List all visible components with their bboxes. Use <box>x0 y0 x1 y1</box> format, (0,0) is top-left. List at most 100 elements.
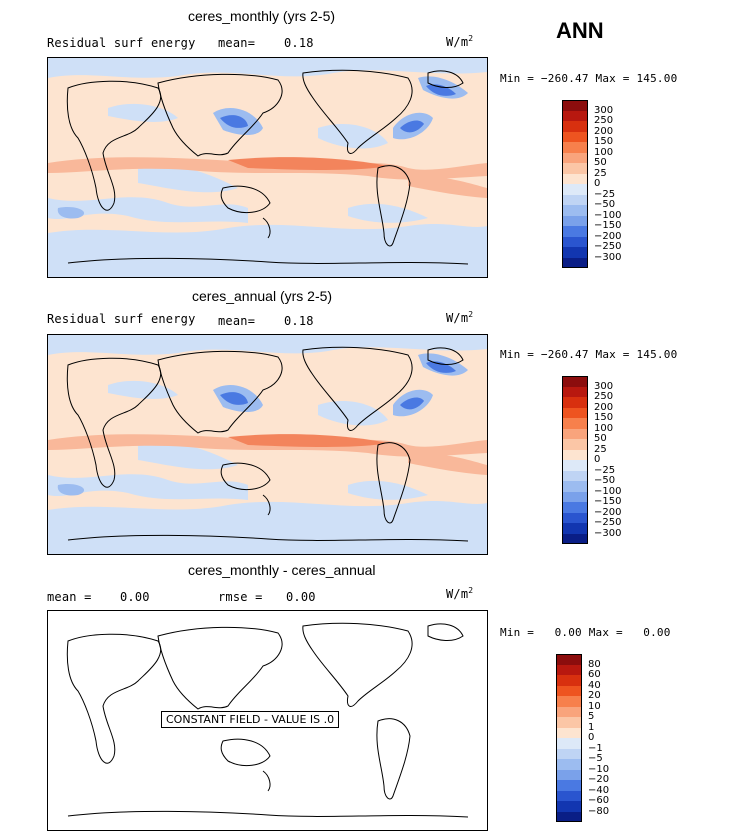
colorbar-swatch <box>562 376 588 387</box>
panel1-minmax: Min = −260.47 Max = 145.00 <box>500 72 678 85</box>
colorbar-tick-label: 0 <box>588 732 595 743</box>
panel3-map: CONSTANT FIELD - VALUE IS .0 <box>47 610 488 831</box>
colorbar-tick-label: −250 <box>594 517 622 528</box>
panel2-mean-value: 0.18 <box>284 314 314 328</box>
colorbar-tick-label: −200 <box>594 230 622 242</box>
colorbar-swatch <box>556 801 582 812</box>
panel3-units: W/m2 <box>446 586 474 601</box>
colorbar-swatch <box>562 386 588 397</box>
panel3-rmse-value: 0.00 <box>286 590 316 604</box>
colorbar-tick-label: 100 <box>594 422 614 434</box>
colorbar-swatch <box>562 173 588 184</box>
colorbar-swatch <box>562 257 588 268</box>
colorbar-swatch <box>562 226 588 237</box>
colorbar-swatch <box>562 236 588 247</box>
colorbar-swatch <box>562 163 588 174</box>
colorbar-tick-label: −250 <box>594 241 622 252</box>
colorbar-swatch <box>556 654 582 665</box>
colorbar-swatch <box>556 811 582 822</box>
colorbar-swatch <box>556 769 582 780</box>
colorbar-swatch <box>562 247 588 258</box>
colorbar-swatch <box>556 780 582 791</box>
panel1-colorbar: 300 250 200 150 100 50 25 0 −25 −50 −100 −150 −200 −2… <box>562 100 662 272</box>
colorbar-swatch <box>556 664 582 675</box>
colorbar-tick-label: −25 <box>594 464 616 476</box>
colorbar-tick-label: −80 <box>588 805 610 817</box>
panel3-title: ceres_monthly - ceres_annual <box>188 562 376 578</box>
colorbar-tick-label: 250 <box>594 391 614 402</box>
colorbar-tick-label: 1 <box>588 721 595 733</box>
colorbar-tick-label: −25 <box>594 188 616 200</box>
colorbar-tick-label: 250 <box>594 115 614 126</box>
colorbar-tick-label: 100 <box>594 146 614 158</box>
season-label: ANN <box>556 18 604 43</box>
colorbar-swatch <box>562 100 588 111</box>
colorbar-tick-label: −20 <box>588 774 610 785</box>
colorbar-swatch <box>562 131 588 142</box>
colorbar-tick-label: −300 <box>594 527 622 539</box>
panel3-minmax: Min = 0.00 Max = 0.00 <box>500 626 671 639</box>
colorbar-tick-label: −60 <box>588 795 610 806</box>
panel3-colorbar: 80 60 40 20 10 5 1 0 −1 −5 −10 −20 −40 −60 −80 <box>556 654 656 826</box>
colorbar-tick-label: 10 <box>588 700 601 712</box>
panel2-field-label: Residual surf energy <box>47 312 196 326</box>
colorbar-swatch <box>562 428 588 439</box>
panel2-map-svg <box>48 335 487 554</box>
panel1-field-label: Residual surf energy <box>47 36 196 50</box>
panel1-mean-value: 0.18 <box>284 36 314 50</box>
colorbar-swatch <box>562 449 588 460</box>
colorbar-swatch <box>562 152 588 163</box>
colorbar-tick-label: −50 <box>594 199 616 210</box>
colorbar-swatch <box>562 533 588 544</box>
colorbar-tick-label: 150 <box>594 412 614 423</box>
panel1-map-svg <box>48 58 487 277</box>
colorbar-swatch <box>556 727 582 738</box>
colorbar-tick-label: 50 <box>594 433 607 444</box>
panel1-title: ceres_monthly (yrs 2-5) <box>188 8 336 24</box>
panel1-mean-label: mean= <box>218 36 256 50</box>
colorbar-tick-label: 300 <box>594 104 614 116</box>
colorbar-tick-label: 25 <box>594 167 607 179</box>
colorbar-tick-label: −100 <box>594 209 622 221</box>
colorbar-swatch <box>562 184 588 195</box>
colorbar-swatch <box>562 215 588 226</box>
colorbar-swatch <box>556 790 582 801</box>
colorbar-tick-label: 25 <box>594 443 607 455</box>
colorbar-tick-label: 0 <box>594 454 601 465</box>
colorbar-tick-label: 40 <box>588 679 601 691</box>
colorbar-swatch <box>562 502 588 513</box>
panel1-coastlines <box>66 69 469 265</box>
panel3-mean-value: 0.00 <box>120 590 150 604</box>
colorbar-swatch <box>562 121 588 132</box>
colorbar-swatch <box>562 407 588 418</box>
colorbar-tick-label: 0 <box>594 178 601 189</box>
colorbar-tick-label: −50 <box>594 475 616 486</box>
colorbar-swatch <box>556 759 582 770</box>
colorbar-tick-label: −200 <box>594 506 622 518</box>
colorbar-swatch <box>556 717 582 728</box>
colorbar-tick-label: 80 <box>588 658 601 670</box>
colorbar-swatch <box>562 418 588 429</box>
colorbar-tick-label: −1 <box>588 742 603 754</box>
colorbar-swatch <box>556 748 582 759</box>
colorbar-swatch <box>562 205 588 216</box>
colorbar-swatch <box>562 491 588 502</box>
colorbar-swatch <box>562 481 588 492</box>
colorbar-swatch <box>556 675 582 686</box>
colorbar-tick-label: −5 <box>588 753 603 764</box>
panel1-map <box>47 57 488 278</box>
panel1-units: W/m2 <box>446 34 474 49</box>
colorbar-tick-label: −150 <box>594 220 622 231</box>
colorbar-swatch <box>562 397 588 408</box>
colorbar-swatch <box>556 685 582 696</box>
colorbar-tick-label: 300 <box>594 380 614 392</box>
panel2-title: ceres_annual (yrs 2-5) <box>192 288 333 304</box>
colorbar-tick-label: 150 <box>594 136 614 147</box>
colorbar-swatch <box>562 460 588 471</box>
panel2-coastlines <box>66 346 469 542</box>
panel1-field-blobs <box>48 58 487 277</box>
colorbar-tick-label: −150 <box>594 496 622 507</box>
colorbar-tick-label: 20 <box>588 690 601 701</box>
colorbar-tick-label: 5 <box>588 711 595 722</box>
colorbar-swatch <box>556 696 582 707</box>
